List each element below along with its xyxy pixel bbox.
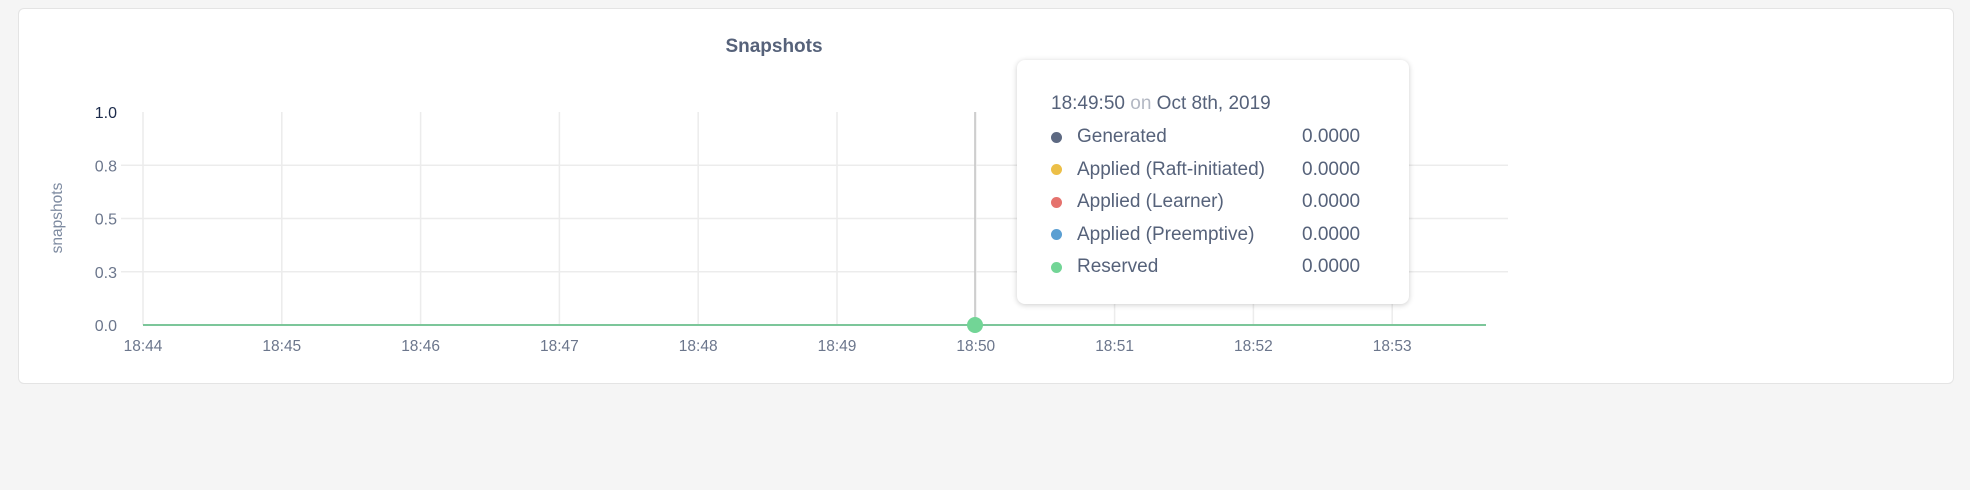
- x-tick-label: 18:53: [1373, 338, 1412, 355]
- y-tick-label: 0.5: [95, 212, 117, 229]
- legend-dot-icon: [1051, 131, 1062, 143]
- tooltip-time: 18:49:50: [1051, 93, 1125, 114]
- tooltip-series-label: Reserved: [1077, 256, 1159, 278]
- legend-dot-icon: [1051, 164, 1062, 176]
- tooltip-row: Applied (Raft-initiated) 0.0000: [1051, 154, 1409, 187]
- tooltip-header: 18:49:50 on Oct 8th, 2019: [1051, 93, 1409, 115]
- x-tick-label: 18:46: [401, 338, 440, 355]
- tooltip-date: Oct 8th, 2019: [1156, 93, 1271, 114]
- x-tick-label: 18:45: [262, 338, 301, 355]
- x-tick-label: 18:50: [956, 338, 995, 355]
- legend-dot-icon: [1051, 196, 1062, 208]
- chart-card: [18, 8, 1954, 384]
- x-tick-label: 18:49: [818, 338, 857, 355]
- legend-dot-icon: [1051, 229, 1062, 241]
- tooltip-series-value: 0.0000: [1302, 223, 1361, 245]
- legend-dot-icon: [1051, 261, 1062, 273]
- tooltip-series-value: 0.0000: [1302, 256, 1361, 278]
- y-tick-label: 0.3: [95, 265, 117, 282]
- x-tick-label: 18:51: [1095, 338, 1134, 355]
- y-tick-label: 1.0: [95, 105, 117, 122]
- x-tick-label: 18:47: [540, 338, 579, 355]
- y-axis-label: snapshots: [49, 182, 66, 253]
- chart-title: Snapshots: [725, 36, 823, 57]
- tooltip-series-value: 0.0000: [1302, 126, 1361, 148]
- tooltip-series-label: Applied (Raft-initiated): [1077, 158, 1265, 180]
- tooltip-on: on: [1130, 93, 1152, 114]
- tooltip-series-value: 0.0000: [1302, 158, 1361, 180]
- y-tick-label: 0.8: [95, 158, 117, 175]
- tooltip-row: Generated 0.0000: [1051, 121, 1409, 154]
- x-tick-label: 18:48: [679, 338, 718, 355]
- tooltip-row: Applied (Preemptive) 0.0000: [1051, 219, 1409, 252]
- y-tick-label: 0.0: [95, 318, 117, 335]
- tooltip-series-label: Generated: [1077, 126, 1167, 148]
- tooltip-row: Applied (Learner) 0.0000: [1051, 186, 1409, 219]
- tooltip-series-label: Applied (Learner): [1077, 191, 1224, 213]
- tooltip-row: Reserved 0.0000: [1051, 251, 1409, 284]
- hover-tooltip: 18:49:50 on Oct 8th, 2019 Generated 0.000…: [1017, 60, 1409, 304]
- hover-point: [967, 317, 983, 333]
- x-tick-label: 18:44: [124, 338, 163, 355]
- tooltip-series-value: 0.0000: [1302, 191, 1361, 213]
- tooltip-series-label: Applied (Preemptive): [1077, 223, 1255, 245]
- x-tick-label: 18:52: [1234, 338, 1273, 355]
